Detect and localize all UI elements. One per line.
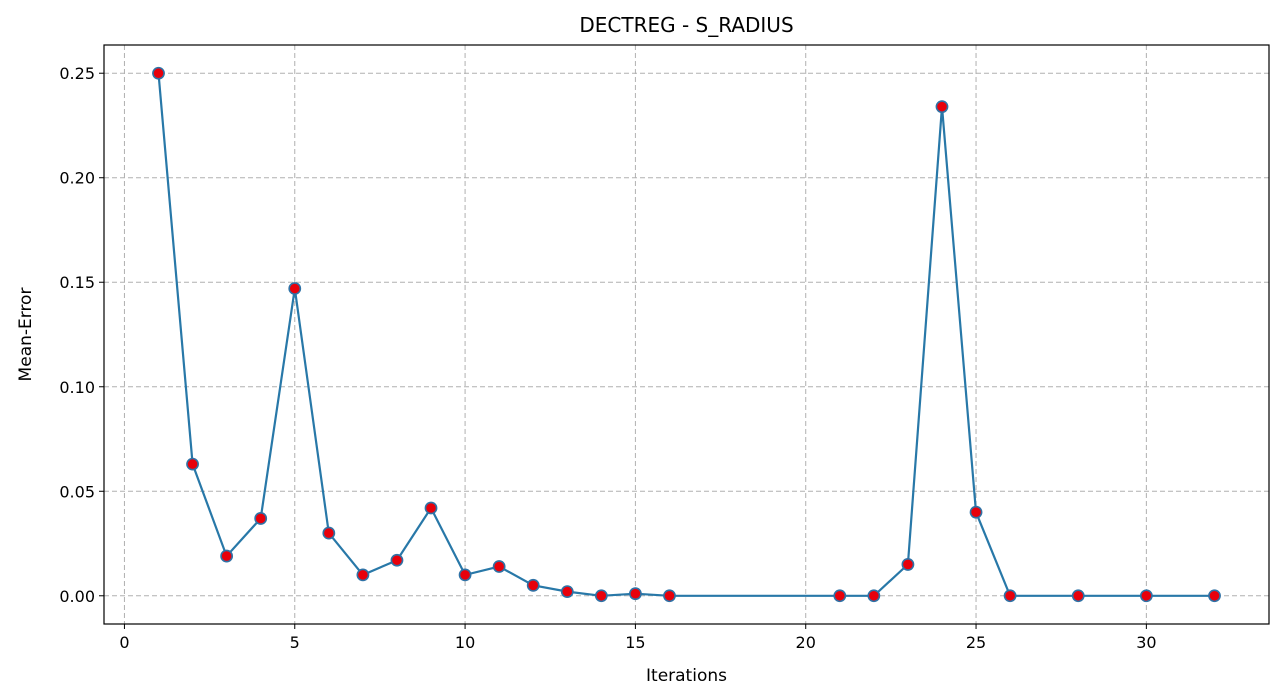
series-line <box>157 73 1215 597</box>
data-point <box>1071 589 1085 603</box>
data-point <box>322 526 336 540</box>
x-axis-label: Iterations <box>646 666 727 686</box>
data-point <box>186 457 199 471</box>
x-tick-label: 30 <box>1136 633 1156 652</box>
x-tick-label: 20 <box>796 633 816 652</box>
data-point <box>969 505 983 519</box>
y-axis-label: Mean-Error <box>16 288 36 382</box>
series-layer <box>152 66 1221 603</box>
data-point <box>220 549 234 563</box>
x-tick-label: 25 <box>966 633 986 652</box>
y-tick-label: 0.00 <box>59 587 95 606</box>
data-point <box>288 282 302 295</box>
x-tick-label: 10 <box>455 633 475 652</box>
data-point <box>629 587 642 601</box>
x-tick-label: 15 <box>625 633 645 652</box>
data-point <box>594 589 608 603</box>
plot-frame <box>103 44 1270 625</box>
y-tick-label: 0.10 <box>59 378 95 397</box>
chart-title: DECTREG - S_RADIUS <box>579 13 793 37</box>
data-point <box>152 66 165 80</box>
data-point <box>663 589 676 603</box>
data-point <box>458 568 472 582</box>
data-point <box>560 585 574 599</box>
data-point <box>254 512 268 525</box>
data-point <box>833 589 847 603</box>
y-axis-ticks: 0.00 0.05 0.10 0.15 0.20 0.25 <box>59 64 104 606</box>
y-tick-label: 0.05 <box>59 482 95 501</box>
data-point <box>526 578 540 592</box>
data-point <box>390 553 404 567</box>
data-point <box>935 100 949 114</box>
x-tick-label: 0 <box>119 633 129 652</box>
x-axis-ticks: 0 5 10 15 20 25 30 <box>119 624 1157 652</box>
grid <box>104 45 1269 624</box>
y-tick-label: 0.20 <box>59 169 95 188</box>
data-point <box>901 558 915 571</box>
data-point <box>424 501 438 515</box>
data-point <box>867 589 881 603</box>
data-point <box>1208 589 1221 603</box>
data-point <box>1139 589 1153 603</box>
x-tick-label: 5 <box>290 633 300 652</box>
data-point <box>1003 589 1017 603</box>
y-tick-label: 0.25 <box>59 64 95 83</box>
data-point <box>492 560 506 573</box>
data-point <box>356 568 370 582</box>
y-tick-label: 0.15 <box>59 273 95 292</box>
